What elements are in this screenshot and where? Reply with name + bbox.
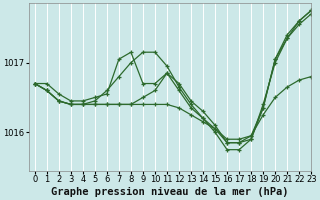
X-axis label: Graphe pression niveau de la mer (hPa): Graphe pression niveau de la mer (hPa)	[51, 186, 289, 197]
